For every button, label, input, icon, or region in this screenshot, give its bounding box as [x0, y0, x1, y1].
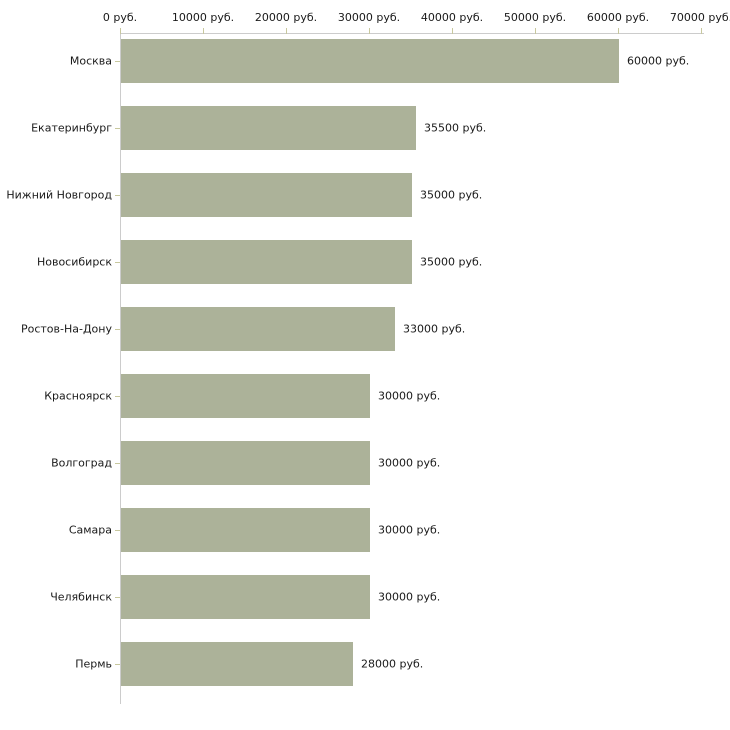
x-axis-tick-mark: [369, 28, 370, 34]
chart-row: Москва 60000 руб.: [70, 34, 704, 101]
y-axis-tick-mark: [115, 128, 120, 129]
y-axis-tick-mark: [115, 463, 120, 464]
x-axis-tick-label: 60000 руб.: [586, 11, 650, 24]
x-axis-tick-mark: [120, 28, 121, 34]
plot-area: Москва 60000 руб. Екатеринбург 35500 руб. Ни…: [6, 33, 704, 704]
bar: [121, 173, 412, 217]
x-axis-tick-label: 20000 руб.: [254, 11, 318, 24]
chart-row: Самара 30000 руб.: [69, 503, 704, 570]
value-label: 60000 руб.: [627, 54, 690, 68]
y-axis-tick-mark: [115, 597, 120, 598]
value-label: 30000 руб.: [378, 523, 441, 537]
value-label: 33000 руб.: [403, 322, 466, 336]
x-axis-tick-mark: [203, 28, 204, 34]
x-axis-tick-mark: [286, 28, 287, 34]
chart-row: Новосибирск 35000 руб.: [37, 235, 704, 302]
value-label: 30000 руб.: [378, 456, 441, 470]
value-label: 35500 руб.: [424, 121, 487, 135]
category-label: Пермь: [75, 657, 112, 671]
y-axis-tick-mark: [115, 262, 120, 263]
category-label: Новосибирск: [36, 255, 112, 269]
category-label: Волгоград: [51, 456, 112, 470]
chart-row: Волгоград 30000 руб.: [51, 436, 704, 503]
category-label: Красноярск: [44, 389, 112, 403]
chart-row: Челябинск 30000 руб.: [50, 570, 704, 637]
x-axis-tick-mark: [618, 28, 619, 34]
y-axis-tick-mark: [115, 329, 120, 330]
category-label: Екатеринбург: [31, 121, 112, 135]
category-label: Самара: [68, 523, 112, 537]
category-label: Челябинск: [50, 590, 112, 604]
bar: [121, 575, 370, 619]
chart-row: Екатеринбург 35500 руб.: [31, 101, 704, 168]
y-axis-tick-mark: [115, 530, 120, 531]
bar: [121, 106, 416, 150]
chart-row: Ростов-На-Дону 33000 руб.: [21, 302, 704, 369]
bar: [121, 39, 619, 83]
bar: [121, 441, 370, 485]
bar: [121, 240, 412, 284]
chart-row: Нижний Новгород 35000 руб.: [6, 168, 704, 235]
x-axis-tick-label: 40000 руб.: [420, 11, 484, 24]
chart-row: Пермь 28000 руб.: [75, 637, 704, 704]
x-axis-tick-label: 70000 руб.: [669, 11, 730, 24]
x-axis-tick-label: 10000 руб.: [171, 11, 235, 24]
category-label: Ростов-На-Дону: [20, 322, 112, 336]
value-label: 35000 руб.: [420, 255, 483, 269]
value-label: 35000 руб.: [420, 188, 483, 202]
category-label: Москва: [69, 54, 112, 68]
y-axis-tick-mark: [115, 396, 120, 397]
bar: [121, 642, 353, 686]
x-axis-tick-label: 50000 руб.: [503, 11, 567, 24]
chart-row: Красноярск 30000 руб.: [44, 369, 704, 436]
y-axis-tick-mark: [115, 664, 120, 665]
x-axis-tick-label: 0 руб.: [102, 11, 138, 24]
bar: [121, 307, 395, 351]
value-label: 30000 руб.: [378, 389, 441, 403]
bar: [121, 374, 370, 418]
x-axis-tick-label: 30000 руб.: [337, 11, 401, 24]
x-axis-tick-mark: [535, 28, 536, 34]
x-axis-tick-mark: [452, 28, 453, 34]
value-label: 28000 руб.: [361, 657, 424, 671]
value-label: 30000 руб.: [378, 590, 441, 604]
x-axis-tick-mark: [701, 28, 702, 34]
category-label: Нижний Новгород: [6, 188, 112, 202]
bar: [121, 508, 370, 552]
y-axis-tick-mark: [115, 195, 120, 196]
y-axis-tick-mark: [115, 61, 120, 62]
